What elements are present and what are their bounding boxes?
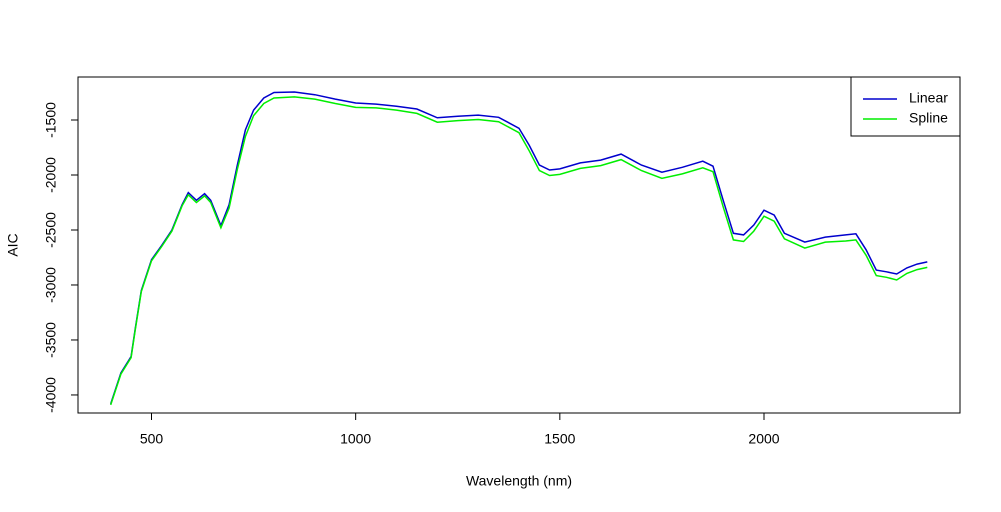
- series-line: [109, 96, 928, 406]
- x-tick-label: 1500: [544, 431, 575, 447]
- x-tick-label: 1000: [340, 431, 371, 447]
- plot-box: [77, 76, 961, 414]
- y-tick-label: -3000: [43, 267, 59, 303]
- legend-box: [850, 76, 961, 137]
- series-line: [109, 91, 928, 405]
- legend-label: Linear: [909, 90, 948, 106]
- y-tick-label: -4000: [43, 377, 59, 413]
- x-axis-label: Wavelength (nm): [466, 473, 572, 489]
- y-tick-label: -1500: [43, 102, 59, 138]
- y-axis-label: AIC: [5, 233, 21, 256]
- y-tick-label: -3500: [43, 322, 59, 358]
- y-tick-label: -2000: [43, 157, 59, 193]
- x-tick-label: 2000: [748, 431, 779, 447]
- x-tick-label: 500: [140, 431, 164, 447]
- y-tick-label: -2500: [43, 212, 59, 248]
- legend-label: Spline: [909, 110, 948, 126]
